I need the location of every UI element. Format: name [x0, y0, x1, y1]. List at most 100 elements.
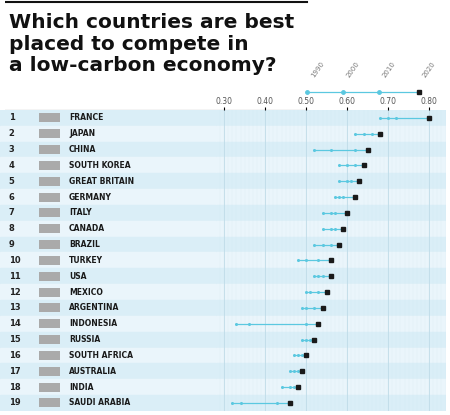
Bar — [39, 161, 60, 170]
Bar — [216, 126, 446, 142]
Text: CANADA: CANADA — [69, 224, 105, 233]
Text: JAPAN: JAPAN — [69, 129, 95, 138]
Bar — [0, 205, 216, 221]
Bar — [0, 189, 216, 205]
Bar — [39, 272, 60, 281]
Text: ITALY: ITALY — [69, 208, 92, 217]
Bar — [39, 224, 60, 233]
Bar — [216, 364, 446, 379]
Bar — [39, 193, 60, 202]
Bar — [0, 395, 216, 411]
Bar — [39, 113, 60, 122]
Bar — [0, 157, 216, 173]
Bar — [0, 300, 216, 316]
Text: 9: 9 — [9, 240, 14, 249]
Text: 14: 14 — [9, 319, 20, 328]
Bar — [216, 110, 446, 126]
Bar — [216, 379, 446, 395]
Text: 6: 6 — [9, 193, 14, 202]
Bar — [216, 332, 446, 347]
Bar — [39, 319, 60, 328]
Bar — [216, 173, 446, 189]
Text: 1: 1 — [9, 113, 14, 122]
Bar — [0, 110, 216, 126]
Bar — [0, 252, 216, 269]
Text: 1990: 1990 — [310, 60, 325, 78]
Text: SAUDI ARABIA: SAUDI ARABIA — [69, 398, 130, 408]
Bar — [39, 145, 60, 154]
Text: GREAT BRITAIN: GREAT BRITAIN — [69, 177, 134, 186]
Bar — [39, 177, 60, 186]
Bar — [0, 126, 216, 142]
Bar — [39, 288, 60, 296]
Bar — [0, 379, 216, 395]
Text: 12: 12 — [9, 288, 20, 297]
Text: SOUTH AFRICA: SOUTH AFRICA — [69, 351, 133, 360]
Text: 5: 5 — [9, 177, 14, 186]
Bar — [39, 256, 60, 265]
Text: 7: 7 — [9, 208, 14, 217]
Bar — [39, 208, 60, 217]
Text: 3: 3 — [9, 145, 14, 154]
Text: 11: 11 — [9, 272, 20, 281]
Text: 10: 10 — [9, 256, 20, 265]
Bar — [0, 221, 216, 237]
Bar — [216, 347, 446, 364]
Bar — [39, 367, 60, 376]
Bar — [39, 335, 60, 344]
Bar — [0, 332, 216, 347]
Bar — [39, 398, 60, 408]
Text: 2020: 2020 — [421, 61, 436, 78]
Text: CHINA: CHINA — [69, 145, 96, 154]
Bar — [0, 269, 216, 284]
Text: GERMANY: GERMANY — [69, 193, 112, 202]
Text: RUSSIA: RUSSIA — [69, 335, 100, 344]
Text: INDONESIA: INDONESIA — [69, 319, 117, 328]
Bar — [216, 237, 446, 252]
Bar — [216, 395, 446, 411]
Text: TURKEY: TURKEY — [69, 256, 103, 265]
Text: AUSTRALIA: AUSTRALIA — [69, 367, 117, 376]
Text: SOUTH KOREA: SOUTH KOREA — [69, 161, 131, 170]
Text: 17: 17 — [9, 367, 20, 376]
Bar — [0, 284, 216, 300]
Bar — [39, 303, 60, 312]
Bar — [216, 269, 446, 284]
Bar — [216, 189, 446, 205]
Text: 4: 4 — [9, 161, 14, 170]
Bar — [216, 284, 446, 300]
Text: 2: 2 — [9, 129, 14, 138]
Bar — [216, 316, 446, 332]
Bar — [216, 157, 446, 173]
Text: 13: 13 — [9, 303, 20, 312]
Text: ARGENTINA: ARGENTINA — [69, 303, 120, 312]
Bar — [216, 142, 446, 157]
Bar — [0, 364, 216, 379]
Text: 2000: 2000 — [345, 60, 360, 78]
Text: BRAZIL: BRAZIL — [69, 240, 100, 249]
Text: 2010: 2010 — [381, 60, 396, 78]
Text: 16: 16 — [9, 351, 20, 360]
Text: 18: 18 — [9, 383, 20, 392]
Bar — [216, 221, 446, 237]
Bar — [0, 347, 216, 364]
Text: 19: 19 — [9, 398, 20, 408]
Bar — [0, 316, 216, 332]
Bar — [0, 142, 216, 157]
Bar — [216, 300, 446, 316]
Text: FRANCE: FRANCE — [69, 113, 104, 122]
Text: 15: 15 — [9, 335, 20, 344]
Bar — [39, 383, 60, 391]
Bar — [39, 129, 60, 138]
Bar — [39, 240, 60, 249]
Bar — [0, 237, 216, 252]
Text: USA: USA — [69, 272, 86, 281]
Bar — [216, 205, 446, 221]
Text: 8: 8 — [9, 224, 14, 233]
Bar — [39, 351, 60, 360]
Text: Which countries are best
placed to compete in
a low-carbon economy?: Which countries are best placed to compe… — [9, 13, 294, 75]
Text: MEXICO: MEXICO — [69, 288, 103, 297]
Bar — [216, 252, 446, 269]
Bar — [0, 173, 216, 189]
Text: INDIA: INDIA — [69, 383, 94, 392]
